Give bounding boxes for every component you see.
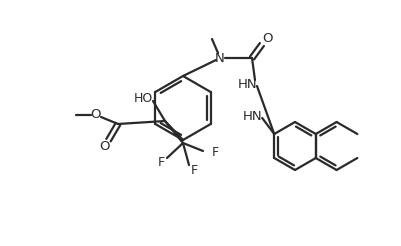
Text: F: F	[190, 164, 197, 176]
Text: HN: HN	[238, 77, 257, 91]
Text: O: O	[91, 108, 101, 122]
Text: HN: HN	[242, 109, 261, 123]
Text: HO: HO	[133, 92, 152, 105]
Text: O: O	[262, 32, 273, 46]
Text: N: N	[215, 51, 224, 64]
Text: O: O	[99, 140, 110, 154]
Text: F: F	[157, 155, 164, 169]
Text: F: F	[211, 147, 218, 159]
